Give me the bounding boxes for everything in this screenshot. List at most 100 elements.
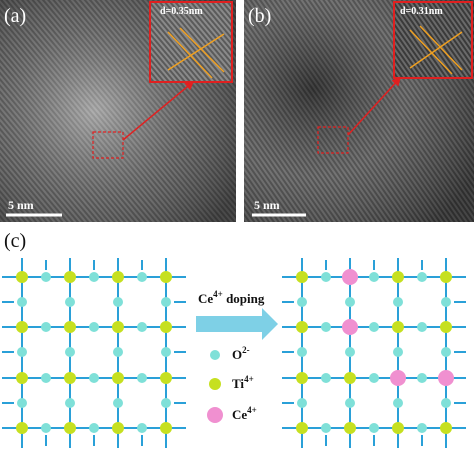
tem-panel-a: d=0.35nm (a) 5 nm — [0, 0, 236, 222]
inset-image — [149, 1, 233, 83]
panel-label: (a) — [4, 5, 26, 27]
legend-label: O2- — [232, 345, 250, 362]
oxygen-ion — [137, 272, 147, 282]
titanium-ion — [64, 321, 76, 333]
oxygen-ion — [417, 373, 427, 383]
oxygen-ion — [369, 423, 379, 433]
titanium-ion — [160, 422, 172, 434]
oxygen-ion — [345, 398, 355, 408]
oxygen-ion — [65, 347, 75, 357]
d-spacing: d=0.31nm — [400, 6, 443, 17]
oxygen-ion — [41, 272, 51, 282]
titanium-ion — [160, 372, 172, 384]
oxygen-ion — [321, 373, 331, 383]
zoom-arrow — [347, 76, 402, 136]
oxygen-ion — [321, 322, 331, 332]
titanium-ion — [344, 422, 356, 434]
oxygen-ion — [441, 347, 451, 357]
oxygen-ion — [137, 322, 147, 332]
species: Ce — [198, 291, 213, 306]
oxygen-ion — [41, 373, 51, 383]
oxygen-ion — [113, 347, 123, 357]
charge: 4+ — [244, 374, 254, 384]
selection-box — [317, 126, 349, 154]
lattice-pristine — [2, 258, 186, 448]
arrow-label: Ce4+ doping — [198, 289, 265, 306]
oxygen-ion — [417, 322, 427, 332]
oxygen-ion — [89, 272, 99, 282]
cerium-ion — [438, 370, 454, 386]
oxygen-ion — [297, 398, 307, 408]
titanium-ion — [160, 271, 172, 283]
oxygen-ion — [137, 373, 147, 383]
oxygen-ion — [393, 398, 403, 408]
oxygen-ion — [161, 398, 171, 408]
oxygen-ion — [441, 297, 451, 307]
titanium-ion — [64, 422, 76, 434]
scale-label: 5 nm — [254, 198, 280, 212]
oxygen-ion — [137, 423, 147, 433]
titanium-ion — [16, 422, 28, 434]
fringe-markers — [167, 27, 225, 79]
oxygen-ion — [321, 272, 331, 282]
d-spacing: d=0.35nm — [160, 6, 203, 17]
titanium-ion — [440, 422, 452, 434]
titanium-ion — [296, 321, 308, 333]
fringe-markers — [409, 25, 463, 75]
oxygen-ion — [369, 322, 379, 332]
panel-label: (b) — [248, 5, 271, 27]
legend-label: Ti4+ — [232, 374, 254, 391]
species: Ti — [232, 376, 244, 391]
oxygen-ion — [369, 272, 379, 282]
oxygen-ion — [369, 373, 379, 383]
oxygen-ion — [89, 373, 99, 383]
oxygen-ion — [345, 297, 355, 307]
titanium-ion — [440, 321, 452, 333]
charge: 2- — [242, 345, 250, 355]
oxygen-ion — [113, 398, 123, 408]
oxygen-ion — [161, 297, 171, 307]
oxygen-ion — [17, 347, 27, 357]
panel-label: (c) — [4, 230, 26, 252]
oxygen-ion — [417, 423, 427, 433]
titanium-ion — [64, 372, 76, 384]
oxygen-ion — [393, 297, 403, 307]
legend-label: Ce4+ — [232, 405, 257, 422]
oxygen-ion — [297, 347, 307, 357]
legend: O2-Ti4+Ce4+ — [207, 345, 257, 423]
titanium-ion — [296, 422, 308, 434]
oxygen-ion — [17, 398, 27, 408]
zoom-arrow — [122, 81, 195, 141]
doping-arrow — [196, 308, 278, 340]
oxygen-ion — [161, 347, 171, 357]
titanium-ion — [160, 321, 172, 333]
tem-panel-b: d=0.31nm (b) 5 nm — [244, 0, 474, 222]
oxygen-ion — [65, 297, 75, 307]
cerium-ion — [342, 269, 358, 285]
titanium-ion — [112, 321, 124, 333]
titanium-ion — [16, 271, 28, 283]
oxygen-ion — [41, 423, 51, 433]
oxygen-ion — [441, 398, 451, 408]
oxygen-ion — [41, 322, 51, 332]
titanium-ion — [64, 271, 76, 283]
oxygen-ion — [113, 297, 123, 307]
charge: 4+ — [247, 405, 257, 415]
oxygen-ion — [297, 297, 307, 307]
oxygen-ion — [17, 297, 27, 307]
oxygen-ion — [321, 423, 331, 433]
titanium-ion — [392, 321, 404, 333]
titanium-ion — [296, 271, 308, 283]
lattice-doped — [282, 258, 466, 448]
selection-box — [92, 131, 124, 159]
titanium-ion — [296, 372, 308, 384]
titanium-ion — [440, 271, 452, 283]
cerium-ion — [390, 370, 406, 386]
titanium-ion — [112, 372, 124, 384]
titanium-ion — [392, 422, 404, 434]
titanium-ion — [16, 321, 28, 333]
titanium-ion — [112, 271, 124, 283]
legend-swatch — [210, 350, 220, 360]
